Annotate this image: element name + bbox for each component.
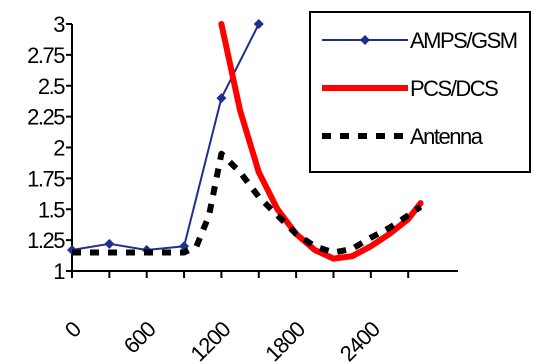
y-tick-label: 2.5 (38, 74, 65, 99)
data-point (253, 19, 264, 29)
x-tick-label: 2400 (335, 316, 385, 364)
series-pcs-dcs (218, 21, 424, 262)
legend-label: Antenna (410, 124, 484, 149)
x-axis: 0 600 1200 1800 2400 (60, 270, 458, 364)
y-axis: 1 1.25 1.5 1.75 2 2.25 2.5 2.75 3 (27, 12, 73, 284)
y-tick-label: 1.5 (38, 197, 65, 222)
series-line (71, 23, 260, 251)
legend-item: PCS/DCS (322, 76, 500, 101)
series-line (218, 21, 424, 262)
legend-item: Antenna (322, 124, 485, 149)
series-antenna (72, 150, 423, 256)
series-layer (67, 19, 424, 262)
legend: AMPS/GSM PCS/DCS Antenna (309, 11, 531, 173)
x-tick-label: 600 (119, 316, 161, 358)
legend-label: PCS/DCS (410, 76, 498, 101)
legend-label: AMPS/GSM (410, 28, 517, 53)
series-line (72, 150, 423, 256)
y-tick-label: 1.75 (27, 166, 65, 191)
y-tick-label: 3 (53, 12, 65, 37)
legend-item: AMPS/GSM (322, 28, 518, 53)
data-point (104, 238, 115, 249)
x-tick-label: 0 (60, 316, 86, 342)
x-tick-label: 1200 (185, 316, 235, 364)
series-amps-gsm (67, 19, 264, 256)
y-tick-label: 1 (53, 259, 65, 284)
legend-marker (360, 35, 370, 45)
y-tick-label: 2 (53, 136, 65, 161)
y-tick-label: 2.75 (27, 43, 65, 68)
y-tick-label: 2.25 (27, 105, 65, 130)
y-tick-label: 1.25 (27, 228, 65, 253)
x-tick-label: 1800 (260, 316, 310, 364)
data-point (216, 93, 227, 104)
legend-box (309, 11, 531, 173)
